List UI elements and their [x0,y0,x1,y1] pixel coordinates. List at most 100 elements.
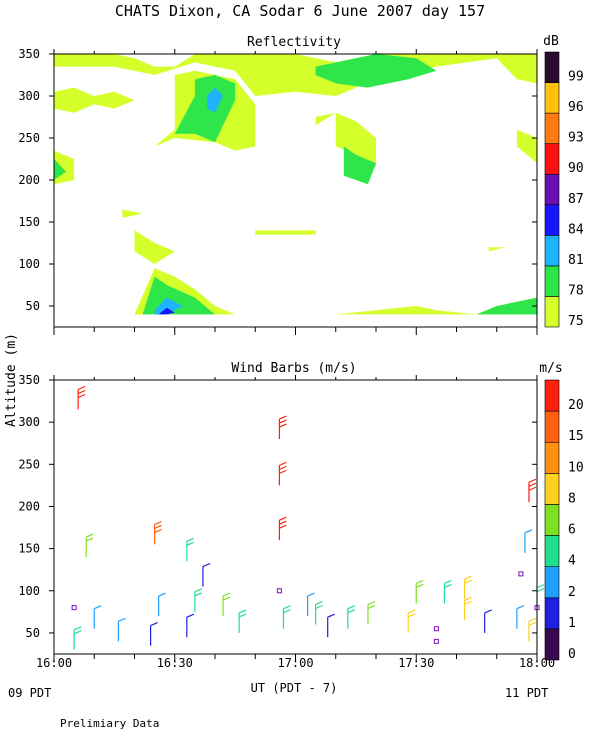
figure-title: CHATS Dixon, CA Sodar 6 June 2007 day 15… [115,2,485,20]
wind-barb-feather [77,385,86,391]
wind-barb-feather [154,528,162,533]
colorbar-cell [544,235,560,267]
colorbar-cell [544,265,560,297]
wind-barb-feather [186,541,195,546]
wind-barb-feather [94,605,102,610]
windbarbs-plot: 50 100 150 200 250 300 350 16:00 16:30 17:00 17:30… [18,373,555,670]
reflectivity-region [516,129,537,164]
wind-barb-feather [186,613,195,618]
y-tick-label: 100 [18,584,40,598]
colorbar-cell [544,51,560,83]
y-tick-label: 100 [18,257,40,271]
wind-barb-feather [347,609,356,614]
wind-barb-feather [279,465,287,470]
wind-barb-feather [77,389,86,395]
colorbar-label: 96 [568,100,584,115]
reflectivity-region [158,307,175,315]
wind-barb-feather [77,393,86,399]
colorbar-label: 15 [568,429,584,444]
wind-barb-feather [444,579,452,584]
wind-barb-feather [158,592,166,597]
y-tick-label: 350 [18,47,40,61]
wind-barb-feather [315,600,323,606]
colorbar-label: 8 [568,491,576,506]
wind-barb-feather [154,520,162,525]
colorbar-label: 20 [568,398,584,413]
colorbar-label: 90 [568,161,584,176]
reflectivity-region [174,75,236,143]
wind-barb-feather [194,592,203,597]
wind-barb-feather [484,609,492,614]
wind-barb-feather [464,600,472,605]
reflectivity-region [315,54,437,88]
calm-marker [433,638,439,644]
wind-barb-feather [279,415,287,420]
footnote: Prelimiary Data [60,717,159,730]
wind-barb-feather [536,584,545,589]
y-tick-label: 250 [18,457,40,471]
wind-barb-feather [416,583,424,588]
calm-marker [276,588,282,594]
wind-barb-feather [464,575,472,580]
colorbar-cell [544,143,560,175]
colorbar-label: 75 [568,314,584,329]
wind-barb-feather [150,622,158,627]
y-tick-label: 200 [18,499,40,513]
wind-barb-feather [279,461,287,466]
calm-marker [518,571,524,577]
colorbar-label: 81 [568,253,584,268]
wind-barb-feather [464,579,472,584]
colorbar-cell [544,597,560,630]
x-tick-label: 16:30 [157,656,193,670]
wind-barb-feather [464,596,472,601]
wind-barb-feather [524,529,533,534]
right-date-label: 11 PDT [505,686,548,700]
wind-barb-feather [222,596,231,601]
wind-barb-feather [528,478,537,483]
y-tick-label: 150 [18,215,40,229]
reflectivity-region [134,230,175,264]
y-tick-label: 300 [18,89,40,103]
wind-barb-feather [283,605,291,610]
colorbar-label: 6 [568,523,576,538]
colorbar-cell [544,535,560,567]
wind-barb-feather [222,592,231,597]
wind-barb-feather [85,533,94,538]
colorbar-cell [544,628,560,661]
reflectivity-region [54,159,67,180]
reflectivity-region [206,87,223,113]
colorbar-label: 0 [568,647,576,662]
reflectivity-plot: 50 100 150 200 250 300 350 [18,47,538,335]
left-date-label: 09 PDT [8,686,51,700]
colorbar-label: 4 [568,554,576,569]
wind-barb-feather [279,520,287,525]
wind-barb-feather [238,609,247,614]
plot-frame [53,53,538,328]
colorbar-label: 10 [568,460,584,475]
wind-barb-feather [516,605,525,610]
colorbar-label: 99 [568,70,584,85]
reflectivity-region [488,247,505,252]
wind-barb-feather [279,469,287,474]
wind-barb-feather [327,613,335,618]
reflectivity-region [315,112,376,168]
reflectivity-region [122,209,143,218]
y-tick-label: 200 [18,173,40,187]
y-tick-label: 150 [18,542,40,556]
windbarbs-colorbar-unit: m/s [539,361,562,376]
colorbar-cell [544,473,560,505]
wind-barb-feather [85,537,94,542]
colorbar-cell [544,173,560,206]
wind-barb-feather [194,588,203,593]
reflectivity-region [476,297,537,315]
wind-barb-feather [73,630,82,635]
wind-barb-feather [416,579,424,584]
wind-barb-feather [528,482,537,487]
reflectivity-region [54,54,537,96]
wind-barb-feather [367,604,376,610]
reflectivity-region [154,297,183,315]
calm-marker [71,605,77,611]
y-tick-label: 350 [18,373,40,387]
colorbar-label: 93 [568,131,584,146]
